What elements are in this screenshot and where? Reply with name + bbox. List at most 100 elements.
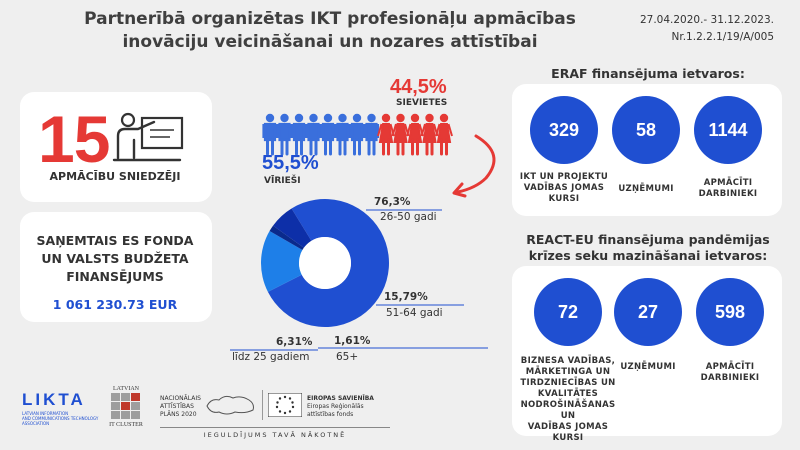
- funding-amount: 1 061 230.73 EUR: [52, 297, 178, 312]
- donut-segment-0: [267, 199, 389, 327]
- react-courses-value: 72: [534, 278, 602, 346]
- react-courses-caption-6: VADĪBAS JOMAS KURSI: [527, 422, 609, 443]
- woman-icon: [391, 113, 410, 156]
- man-icon: [305, 113, 322, 156]
- likta-sub-2: AND COMMUNICATIONS TECHNOLOGY: [22, 416, 99, 421]
- react-employees-caption-1: APMĀCĪTI: [705, 362, 755, 372]
- man-icon: [291, 113, 307, 156]
- funding-text-line-1: SAŅEMTAIS ES FONDA: [36, 233, 194, 248]
- react-courses-caption-4: KVALITĀTES: [537, 389, 599, 399]
- react-companies-caption-1: UZŅĒMUMI: [620, 362, 676, 372]
- eu-flag-icon: [268, 393, 302, 417]
- segment-26-50-percent: 76,3%: [374, 196, 411, 208]
- react-courses-caption-2: MĀRKETINGA UN: [525, 367, 611, 377]
- eu-line-1: EIROPAS SAVIENĪBA: [307, 395, 374, 402]
- eraf-companies-caption: UZŅĒMUMI: [606, 184, 686, 195]
- react-courses-caption: BIZNESA VADĪBAS, MĀRKETINGA UN TIRDZNIEC…: [514, 356, 622, 444]
- eu-line-3: attīstības fonds: [307, 411, 354, 418]
- latvia-map-icon: [206, 395, 254, 415]
- likta-logo: LIKTA LATVIAN INFORMATION AND COMMUNICAT…: [22, 390, 98, 426]
- eraf-employees-caption: APMĀCĪTI DARBINIEKI: [688, 178, 768, 200]
- eraf-employees-caption-2: DARBINIEKI: [698, 189, 758, 199]
- title-line-2: inovāciju veicināšanai un nozares attīst…: [122, 32, 538, 52]
- cluster-grid-icon: [111, 393, 140, 419]
- man-icon: [262, 113, 278, 156]
- nap-logo: NACIONĀLAIS ATTĪSTĪBAS PLĀNS 2020: [160, 395, 201, 419]
- eraf-title: ERAF finansējuma ietvaros:: [551, 66, 745, 81]
- man-icon: [334, 113, 351, 156]
- react-title-line-1: REACT-EU finansējuma pandēmijas: [526, 232, 770, 247]
- project-meta: 27.04.2020.- 31.12.2023. Nr.1.2.2.1/19/A…: [640, 12, 774, 46]
- segment-65plus-label: 65+: [336, 351, 359, 363]
- women-percent: 44,5%: [390, 76, 447, 98]
- nap-line-3: PLĀNS 2020: [160, 411, 197, 418]
- react-companies-caption: UZŅĒMUMI: [608, 362, 688, 373]
- project-number: Nr.1.2.2.1/19/A/005: [671, 31, 774, 43]
- donut-segment-2: [269, 225, 304, 251]
- eraf-employees-value: 1144: [694, 96, 762, 164]
- footer-divider: [262, 390, 263, 420]
- man-icon: [349, 113, 365, 156]
- likta-wordmark: LIKTA: [22, 390, 86, 409]
- likta-sub-1: LATVIAN INFORMATION: [22, 411, 69, 416]
- donut-segment-3: [273, 208, 312, 248]
- eraf-courses-caption: IKT UN PROJEKTU VADĪBAS JOMAS KURSI: [514, 172, 614, 205]
- donut-segment-1: [261, 231, 303, 292]
- footer-slogan: IEGULDĪJUMS TAVĀ NĀKOTNĒ: [203, 431, 347, 439]
- likta-sub-3: ASSOCIATION: [22, 421, 50, 426]
- age-donut-chart: [261, 199, 389, 327]
- curved-arrow-icon: [452, 134, 496, 198]
- react-title-line-2: krīzes seku mazināšanai ietvaros:: [528, 248, 768, 263]
- slogan-rule: [160, 427, 390, 428]
- funding-text: SAŅEMTAIS ES FONDA UN VALSTS BUDŽETA FIN…: [20, 232, 210, 286]
- segment-26-50-label: 26-50 gadi: [380, 211, 437, 223]
- react-title: REACT-EU finansējuma pandēmijas krīzes s…: [518, 232, 778, 264]
- eraf-courses-caption-3: KURSI: [548, 194, 580, 204]
- cluster-bottom-text: IT CLUSTER: [109, 422, 143, 428]
- segment-51-64-percent: 15,79%: [384, 291, 428, 303]
- react-employees-caption-2: DARBINIEKI: [700, 373, 760, 383]
- react-employees-value: 598: [696, 278, 764, 346]
- woman-icon: [377, 113, 395, 156]
- segment-65plus-percent: 1,61%: [334, 335, 371, 347]
- eraf-employees-caption-1: APMĀCĪTI: [703, 178, 753, 188]
- men-label: VĪRIEŠI: [264, 176, 301, 186]
- react-courses-caption-1: BIZNESA VADĪBAS,: [520, 356, 616, 366]
- teacher-icon: [112, 112, 184, 162]
- react-employees-caption: APMĀCĪTI DARBINIEKI: [690, 362, 770, 384]
- woman-icon: [406, 113, 424, 156]
- man-icon: [276, 113, 293, 156]
- women-label: SIEVIETES: [396, 98, 448, 108]
- react-companies-value: 27: [614, 278, 682, 346]
- woman-icon: [420, 113, 439, 156]
- man-icon: [320, 113, 336, 156]
- eraf-courses-value: 329: [530, 96, 598, 164]
- segment-under25-percent: 6,31%: [276, 336, 313, 348]
- eu-line-2: Eiropas Reģionālās: [307, 403, 364, 410]
- eraf-courses-caption-1: IKT UN PROJEKTU: [519, 172, 609, 182]
- nap-line-1: NACIONĀLAIS: [160, 395, 201, 402]
- funding-text-line-3: FINANSĒJUMS: [66, 269, 164, 284]
- likta-subtitle: LATVIAN INFORMATION AND COMMUNICATIONS T…: [22, 411, 98, 426]
- segment-51-64-label: 51-64 gadi: [386, 307, 443, 319]
- segment-under25-label: līdz 25 gadiem: [232, 351, 310, 363]
- gender-people-icons: [262, 113, 453, 156]
- title-line-1: Partnerībā organizētas IKT profesionāļu …: [84, 9, 576, 29]
- eraf-companies-value: 58: [612, 96, 680, 164]
- nap-line-2: ATTĪSTĪBAS: [160, 403, 194, 410]
- funding-card: [20, 212, 212, 322]
- eraf-companies-caption-1: UZŅĒMUMI: [618, 184, 674, 194]
- page-title: Partnerībā organizētas IKT profesionāļu …: [70, 8, 590, 54]
- cluster-top-text: LATVIAN: [113, 386, 139, 392]
- it-cluster-logo: LATVIAN IT CLUSTER: [106, 386, 146, 428]
- eu-fund-text: EIROPAS SAVIENĪBA Eiropas Reģionālās att…: [307, 395, 374, 419]
- trainers-label: APMĀCĪBU SNIEDZĒJI: [49, 170, 181, 183]
- woman-icon: [435, 113, 453, 156]
- react-courses-caption-5: NODROŠINĀŠANAS UN: [520, 400, 616, 421]
- react-courses-caption-3: TIRDZNIECĪBAS UN: [520, 378, 616, 388]
- funding-text-line-2: UN VALSTS BUDŽETA: [41, 251, 189, 266]
- man-icon: [363, 113, 380, 156]
- men-percent: 55,5%: [262, 152, 319, 174]
- trainers-count: 15: [38, 102, 110, 176]
- eraf-courses-caption-2: VADĪBAS JOMAS: [523, 183, 605, 193]
